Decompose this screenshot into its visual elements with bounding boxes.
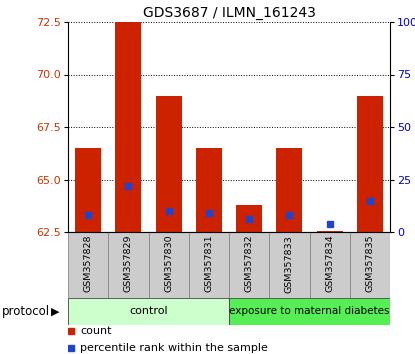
- Text: GSM357830: GSM357830: [164, 235, 173, 292]
- Bar: [229, 298, 390, 325]
- Text: GSM357829: GSM357829: [124, 235, 133, 292]
- Bar: [115, 22, 142, 232]
- Text: protocol: protocol: [2, 305, 50, 318]
- Text: exposure to maternal diabetes: exposure to maternal diabetes: [229, 307, 390, 316]
- Text: ▶: ▶: [51, 307, 60, 316]
- Bar: [149, 232, 189, 298]
- Bar: [310, 232, 350, 298]
- Text: count: count: [81, 326, 112, 336]
- Bar: [196, 148, 222, 232]
- Text: GSM357831: GSM357831: [204, 235, 213, 292]
- Bar: [276, 148, 303, 232]
- Bar: [189, 232, 229, 298]
- Text: GSM357832: GSM357832: [244, 235, 254, 292]
- Text: GSM357828: GSM357828: [84, 235, 93, 292]
- Bar: [350, 232, 390, 298]
- Text: GSM357834: GSM357834: [325, 235, 334, 292]
- Bar: [236, 205, 262, 232]
- Text: percentile rank within the sample: percentile rank within the sample: [81, 343, 268, 353]
- Text: GSM357833: GSM357833: [285, 235, 294, 292]
- Bar: [357, 96, 383, 232]
- Bar: [269, 232, 310, 298]
- Bar: [229, 232, 269, 298]
- Bar: [108, 232, 149, 298]
- Bar: [156, 96, 182, 232]
- Text: control: control: [129, 307, 168, 316]
- Bar: [68, 232, 108, 298]
- Title: GDS3687 / ILMN_161243: GDS3687 / ILMN_161243: [143, 6, 315, 19]
- Bar: [68, 298, 229, 325]
- Text: GSM357835: GSM357835: [365, 235, 374, 292]
- Bar: [75, 148, 101, 232]
- Bar: [317, 231, 343, 232]
